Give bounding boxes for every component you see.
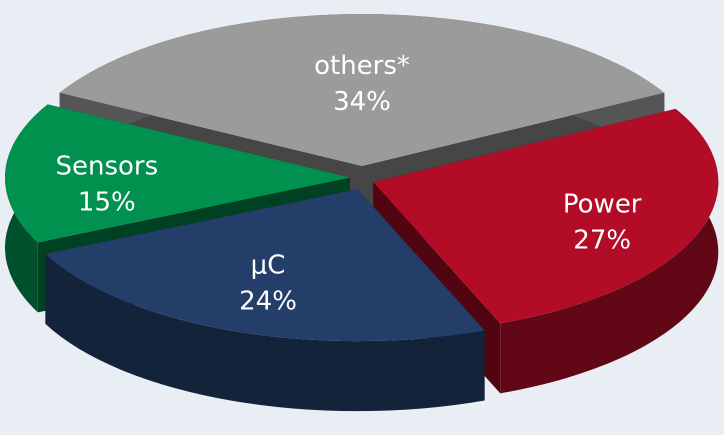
slice-label: Sensors [55,151,158,181]
slice [373,108,719,324]
slice-side [500,108,719,394]
slice-label: Power [563,190,642,220]
slice-side [45,253,485,412]
slice-value-label: 27% [573,226,631,256]
slice-label: others* [314,51,410,81]
slice-value-label: 24% [239,287,297,317]
slice [5,104,351,243]
slice [59,13,665,166]
slice [45,189,485,342]
slice-value-label: 15% [78,187,136,217]
slice-value-label: 34% [333,87,391,117]
slice-label: μC [251,251,286,281]
